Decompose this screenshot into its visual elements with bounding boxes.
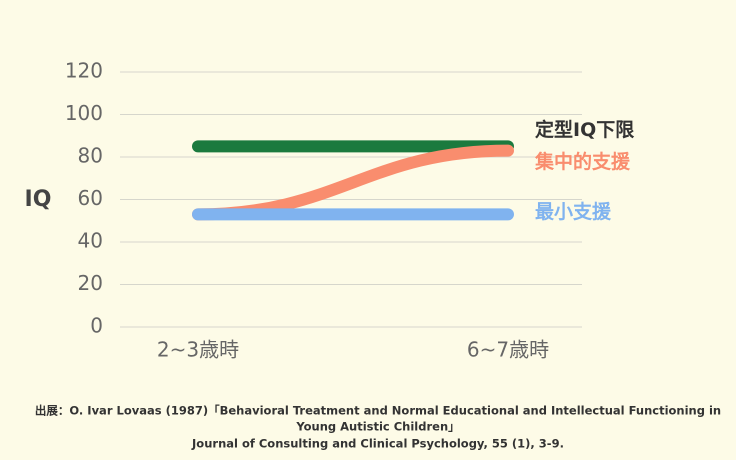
source-note: 出展：O. Ivar Lovaas (1987)「Behavioral Trea… xyxy=(35,404,721,418)
y-tick-label: 40 xyxy=(78,229,103,253)
x-tick-label: 6~7歳時 xyxy=(467,338,549,362)
source-note: Young Autistic Children」 xyxy=(295,420,459,434)
source-note: Journal of Consulting and Clinical Psych… xyxy=(191,437,564,451)
y-axis-label: IQ xyxy=(25,187,52,212)
y-tick-label: 0 xyxy=(90,314,103,338)
y-tick-label: 120 xyxy=(65,59,103,83)
series-label: 定型IQ下限 xyxy=(535,118,634,141)
x-tick-label: 2~3歳時 xyxy=(157,338,239,362)
y-tick-label: 60 xyxy=(78,186,103,210)
y-tick-label: 100 xyxy=(65,101,103,125)
series-label: 集中的支援 xyxy=(534,150,631,173)
y-tick-label: 20 xyxy=(78,271,103,295)
y-tick-label: 80 xyxy=(78,144,103,168)
series-label: 最小支援 xyxy=(535,200,612,223)
